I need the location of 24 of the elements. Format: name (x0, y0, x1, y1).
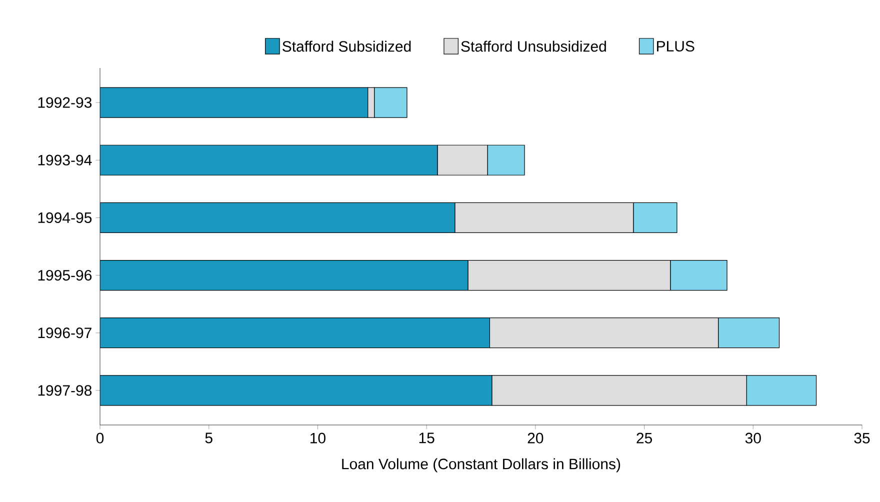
y-tick-label: 1994-95 (38, 212, 92, 224)
legend-label: Stafford Unsubsidized (461, 40, 606, 52)
x-tick-label: 25 (636, 432, 652, 444)
legend-label: Stafford Subsidized (282, 40, 411, 52)
x-tick-label: 30 (745, 432, 761, 444)
x-axis-title: Loan Volume (Constant Dollars in Billions) (342, 458, 620, 472)
bar (100, 87, 368, 118)
y-tick-label: 1995-96 (38, 270, 92, 281)
y-tick-label: 1997-98 (38, 385, 92, 396)
x-tick-label: 0 (96, 432, 104, 444)
x-tick-label: 10 (310, 432, 326, 444)
x-tick-label: 5 (205, 432, 212, 444)
y-tick-label: 1993-94 (38, 154, 92, 166)
bar (100, 318, 490, 348)
x-tick-label: 20 (528, 432, 544, 444)
y-tick-label: 1992-93 (38, 97, 92, 108)
x-tick-label: 15 (419, 432, 434, 444)
bar (100, 144, 438, 176)
y-tick-label: 1996-97 (38, 328, 92, 338)
bar (100, 375, 492, 406)
bar (100, 202, 456, 233)
x-tick-label: 35 (854, 432, 870, 444)
legend-label: PLUS (657, 40, 694, 52)
bar (100, 260, 468, 291)
